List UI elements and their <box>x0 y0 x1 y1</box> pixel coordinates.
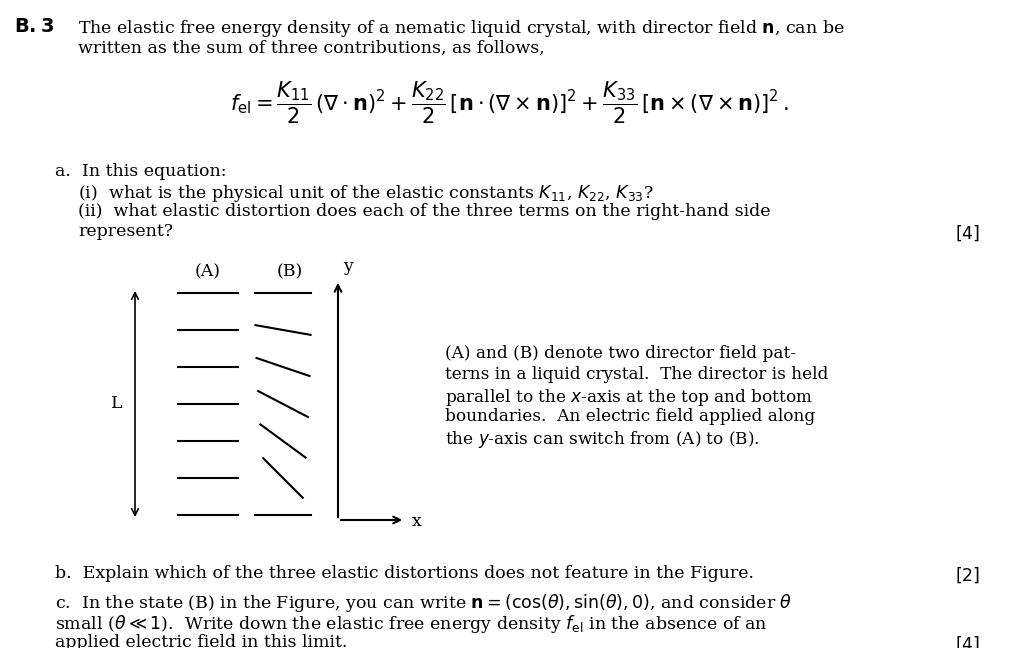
Text: small ($\theta \ll 1$).  Write down the elastic free energy density $f_{\mathrm{: small ($\theta \ll 1$). Write down the e… <box>55 613 768 635</box>
Text: written as the sum of three contributions, as follows,: written as the sum of three contribution… <box>78 40 545 57</box>
Text: terns in a liquid crystal.  The director is held: terns in a liquid crystal. The director … <box>445 366 829 383</box>
Text: y: y <box>343 258 353 275</box>
Text: L: L <box>111 395 122 413</box>
Text: (ii)  what elastic distortion does each of the three terms on the right-hand sid: (ii) what elastic distortion does each o… <box>78 203 771 220</box>
Text: the $y$-axis can switch from (A) to (B).: the $y$-axis can switch from (A) to (B). <box>445 429 759 450</box>
Text: represent?: represent? <box>78 223 173 240</box>
Text: x: x <box>412 513 421 531</box>
Text: $[2]$: $[2]$ <box>955 565 980 584</box>
Text: $\mathbf{B.3}$: $\mathbf{B.3}$ <box>14 18 54 36</box>
Text: (A) and (B) denote two director field pat-: (A) and (B) denote two director field pa… <box>445 345 796 362</box>
Text: (A): (A) <box>195 263 221 280</box>
Text: c.  In the state (B) in the Figure, you can write $\mathbf{n} = (\cos(\theta), \: c. In the state (B) in the Figure, you c… <box>55 592 792 614</box>
Text: $f_{\mathrm{el}} = \dfrac{K_{11}}{2}\,(\nabla \cdot \mathbf{n})^2 + \dfrac{K_{22: $f_{\mathrm{el}} = \dfrac{K_{11}}{2}\,(\… <box>230 80 788 126</box>
Text: $[4]$: $[4]$ <box>955 634 980 648</box>
Text: boundaries.  An electric field applied along: boundaries. An electric field applied al… <box>445 408 815 425</box>
Text: applied electric field in this limit.: applied electric field in this limit. <box>55 634 347 648</box>
Text: (B): (B) <box>277 263 303 280</box>
Text: a.  In this equation:: a. In this equation: <box>55 163 226 180</box>
Text: parallel to the $x$-axis at the top and bottom: parallel to the $x$-axis at the top and … <box>445 387 813 408</box>
Text: $[4]$: $[4]$ <box>955 223 980 242</box>
Text: b.  Explain which of the three elastic distortions does not feature in the Figur: b. Explain which of the three elastic di… <box>55 565 754 582</box>
Text: The elastic free energy density of a nematic liquid crystal, with director field: The elastic free energy density of a nem… <box>78 18 845 39</box>
Text: (i)  what is the physical unit of the elastic constants $K_{11}$, $K_{22}$, $K_{: (i) what is the physical unit of the ela… <box>78 183 654 204</box>
